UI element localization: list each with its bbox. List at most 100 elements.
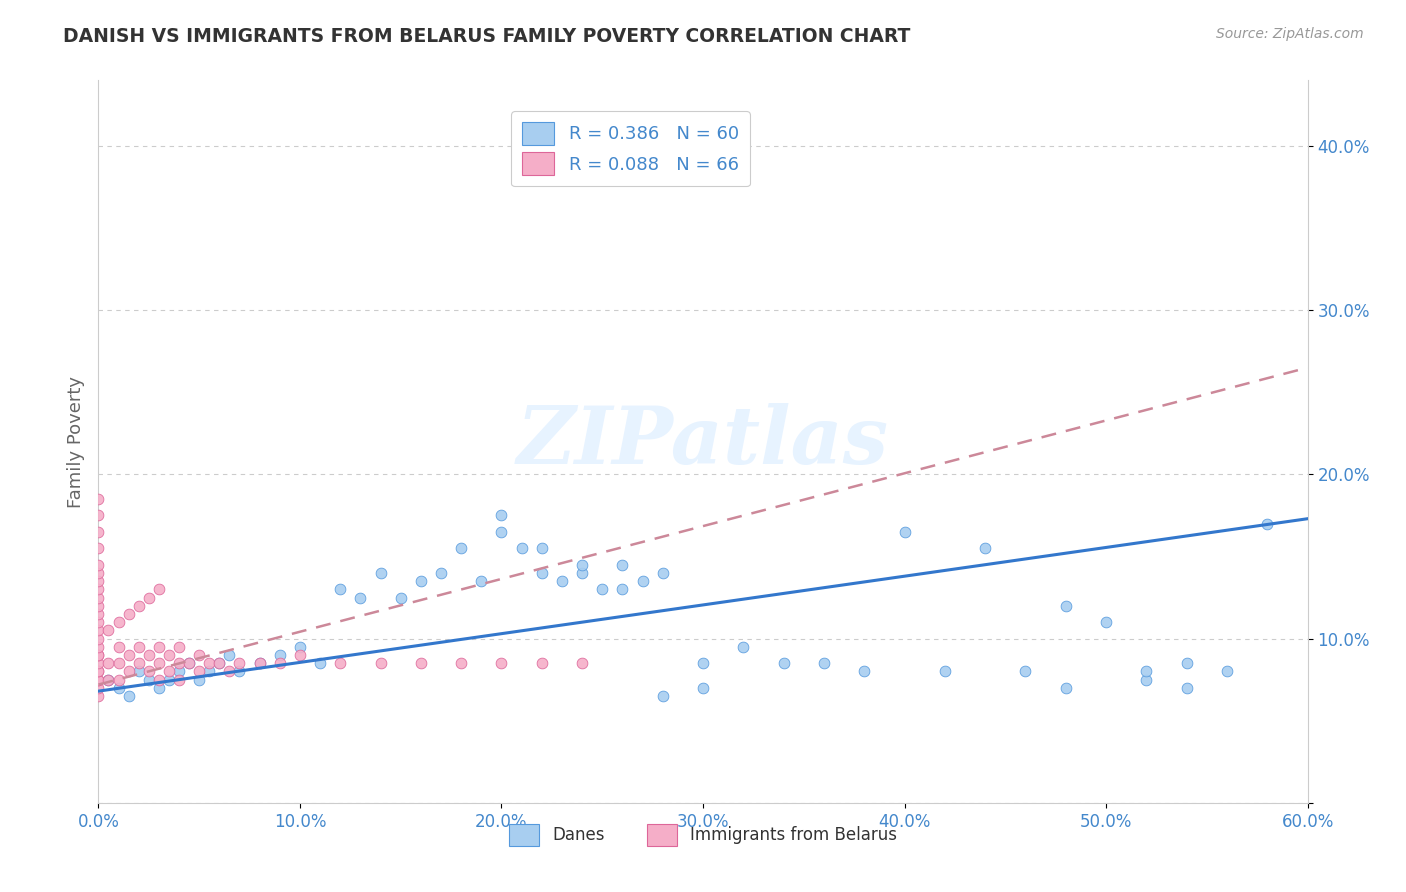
Point [97, 673, 120, 687]
Point [148, 582, 170, 597]
Point [733, 640, 755, 654]
Point [1054, 681, 1077, 695]
Point [409, 657, 432, 671]
Text: DANISH VS IMMIGRANTS FROM BELARUS FAMILY POVERTY CORRELATION CHART: DANISH VS IMMIGRANTS FROM BELARUS FAMILY… [63, 27, 911, 45]
Point [1054, 599, 1077, 613]
Point [370, 566, 392, 580]
Point [107, 673, 129, 687]
Legend: Danes, Immigrants from Belarus: Danes, Immigrants from Belarus [502, 818, 904, 852]
Point [107, 681, 129, 695]
Point [128, 640, 150, 654]
Point [87, 673, 110, 687]
Point [329, 582, 352, 597]
Point [198, 657, 221, 671]
Point [530, 657, 553, 671]
Point [389, 591, 412, 605]
Text: Source: ZipAtlas.com: Source: ZipAtlas.com [1216, 27, 1364, 41]
Point [87, 689, 110, 703]
Point [269, 657, 291, 671]
Point [249, 657, 271, 671]
Point [329, 657, 352, 671]
Point [612, 558, 634, 572]
Point [87, 648, 110, 662]
Point [1256, 516, 1278, 531]
Point [87, 491, 110, 506]
Point [148, 673, 170, 687]
Point [208, 657, 231, 671]
Point [188, 648, 211, 662]
Point [87, 566, 110, 580]
Point [349, 591, 371, 605]
Point [87, 558, 110, 572]
Point [651, 566, 673, 580]
Point [87, 632, 110, 646]
Point [97, 624, 120, 638]
Point [974, 541, 997, 556]
Point [179, 657, 201, 671]
Point [97, 657, 120, 671]
Point [1216, 665, 1239, 679]
Point [138, 665, 160, 679]
Point [530, 541, 553, 556]
Point [1175, 681, 1198, 695]
Point [188, 673, 211, 687]
Point [208, 657, 231, 671]
Point [179, 657, 201, 671]
Point [138, 648, 160, 662]
Point [571, 657, 593, 671]
Point [138, 591, 160, 605]
Point [893, 524, 915, 539]
Point [87, 665, 110, 679]
Point [87, 574, 110, 588]
Point [157, 673, 180, 687]
Point [167, 673, 190, 687]
Point [591, 582, 613, 597]
Point [934, 665, 956, 679]
Point [87, 599, 110, 613]
Point [107, 657, 129, 671]
Point [87, 615, 110, 630]
Point [813, 657, 835, 671]
Point [510, 541, 533, 556]
Point [409, 574, 432, 588]
Point [87, 648, 110, 662]
Point [87, 665, 110, 679]
Point [571, 566, 593, 580]
Point [167, 640, 190, 654]
Point [491, 508, 513, 523]
Point [198, 665, 221, 679]
Point [1175, 657, 1198, 671]
Point [218, 648, 240, 662]
Point [87, 591, 110, 605]
Point [87, 541, 110, 556]
Point [309, 657, 332, 671]
Point [87, 607, 110, 621]
Point [1095, 615, 1118, 630]
Point [288, 640, 311, 654]
Point [249, 657, 271, 671]
Point [167, 665, 190, 679]
Point [470, 574, 492, 588]
Point [491, 524, 513, 539]
Point [167, 657, 190, 671]
Point [138, 673, 160, 687]
Point [128, 665, 150, 679]
Point [1135, 673, 1157, 687]
Point [107, 640, 129, 654]
Point [228, 657, 250, 671]
Point [87, 624, 110, 638]
Point [450, 541, 472, 556]
Point [551, 574, 574, 588]
Point [148, 640, 170, 654]
Point [87, 681, 110, 695]
Point [491, 657, 513, 671]
Y-axis label: Family Poverty: Family Poverty [66, 376, 84, 508]
Point [430, 566, 453, 580]
Point [87, 524, 110, 539]
Point [651, 689, 673, 703]
Point [118, 607, 141, 621]
Point [118, 648, 141, 662]
Point [631, 574, 654, 588]
Point [370, 657, 392, 671]
Point [1014, 665, 1036, 679]
